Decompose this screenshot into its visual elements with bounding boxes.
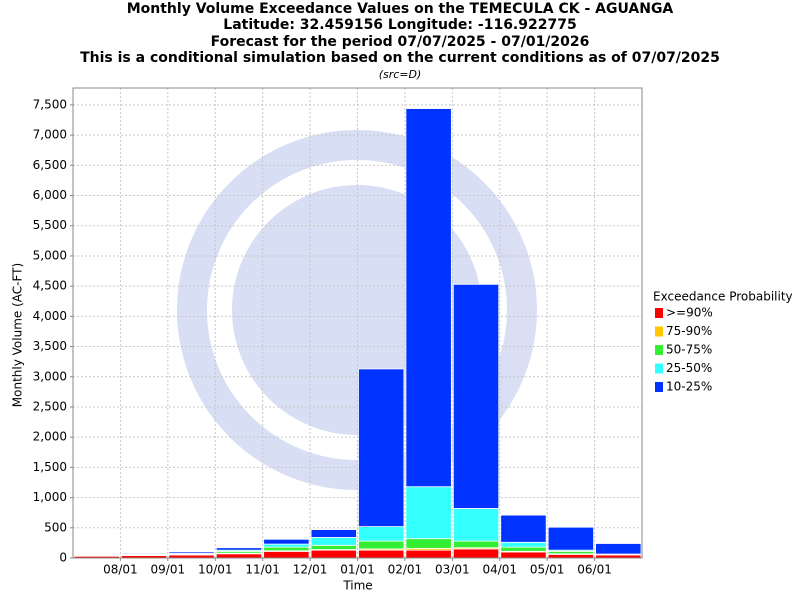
bar-segment [452,548,500,559]
legend-swatch [655,363,663,374]
x-tick-label: 09/01 [151,563,186,577]
bar-segment [263,550,310,559]
x-tick-label: 04/01 [482,563,517,577]
x-tick-label: 12/01 [293,563,328,577]
bar-segment [263,543,310,548]
bar-segment [358,526,405,542]
legend-swatch [655,345,663,355]
bar-segment [405,486,452,540]
x-axis-label: Time [342,579,372,593]
legend-label: 75-90% [666,324,712,338]
bar-segment [547,553,594,559]
legend-title: Exceedance Probability [653,290,793,304]
bar-segment [215,553,263,559]
chart-title-line: Forecast for the period 07/07/2025 - 07/… [211,34,590,50]
bar-segment [595,543,642,555]
bar-segment [358,368,405,527]
bar-segment [405,549,452,559]
legend-swatch [655,308,663,318]
y-tick-label: 500 [44,520,67,534]
y-tick-label: 2,500 [33,399,67,413]
y-tick-label: 2,000 [33,430,67,444]
bar-segment [310,549,357,559]
x-tick-label: 01/01 [340,563,375,577]
bar-segment [358,540,405,550]
y-tick-label: 7,500 [33,97,67,111]
y-tick-label: 1,000 [33,490,67,504]
chart-title-line: This is a conditional simulation based o… [80,50,720,66]
y-axis-label: Monthly Volume (AC-FT) [11,263,25,407]
y-tick-label: 1,500 [33,460,67,474]
subtitle: (src=D) [379,68,422,81]
bar-segment [500,514,547,543]
bar-segment [405,108,452,488]
x-tick-label: 02/01 [388,563,423,577]
x-tick-label: 11/01 [245,563,280,577]
bar-segment [310,529,357,538]
y-tick-label: 5,500 [33,218,67,232]
x-tick-label: 10/01 [198,563,233,577]
legend-label: 10-25% [666,380,712,394]
bar-segment [263,546,310,552]
x-tick-label: 08/01 [103,563,138,577]
legend-swatch [655,382,663,392]
bar-segment [310,544,357,550]
bar-segment [215,547,263,551]
chart-title-line: Latitude: 32.459156 Longitude: -116.9227… [223,17,576,33]
bar-segment [405,538,452,549]
y-tick-label: 3,000 [33,369,67,383]
legend-swatch [655,326,663,337]
bar-segment [168,551,215,554]
x-tick-label: 06/01 [577,563,612,577]
y-tick-label: 7,000 [33,128,67,142]
y-tick-label: 5,000 [33,248,67,262]
y-tick-label: 4,000 [33,309,67,323]
plot-area [73,88,642,558]
y-tick-label: 4,500 [33,279,67,293]
legend-label: >=90% [666,306,713,320]
y-tick-label: 0 [59,551,67,565]
bar-segment [263,538,310,545]
x-tick-label: 03/01 [435,563,470,577]
plot-border [72,87,643,559]
bar-segment [452,283,500,509]
legend-label: 25-50% [666,361,712,375]
bar-segment [310,537,357,546]
bar-segment [500,546,547,552]
legend-label: 50-75% [666,343,712,357]
chart-title: Monthly Volume Exceedance Values on the … [127,1,674,17]
bar-segment [452,540,500,549]
bar-segment [500,541,547,548]
bar-segment [547,526,594,551]
bar-segment [121,552,168,555]
y-tick-label: 6,000 [33,188,67,202]
bar-segment [500,551,547,559]
y-tick-label: 6,500 [33,158,67,172]
bar-segment [452,508,500,542]
x-tick-label: 05/01 [530,563,565,577]
y-tick-label: 3,500 [33,339,67,353]
bar-segment [358,549,405,559]
